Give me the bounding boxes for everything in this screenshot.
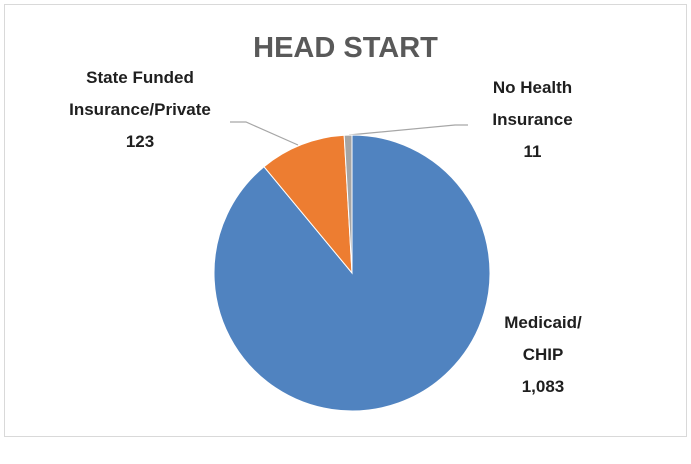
value-label: 1,083 xyxy=(521,377,565,396)
category-label: No Health Insurance xyxy=(492,78,573,129)
leader-line xyxy=(348,124,468,136)
data-label: Medicaid/CHIP 1,083 xyxy=(480,307,606,403)
chart-border xyxy=(4,4,687,437)
category-label: Medicaid/CHIP xyxy=(504,313,582,364)
pie-slice xyxy=(263,134,353,275)
data-label: State Funded Insurance/Private 123 xyxy=(25,62,255,158)
chart-title: HEAD START xyxy=(253,32,438,64)
data-label: No Health Insurance 11 xyxy=(470,72,595,168)
leader-line xyxy=(230,121,299,146)
value-label: 11 xyxy=(523,142,542,161)
category-label: State Funded Insurance/Private xyxy=(69,68,211,119)
value-label: 123 xyxy=(125,132,155,151)
pie-slice xyxy=(343,134,353,274)
